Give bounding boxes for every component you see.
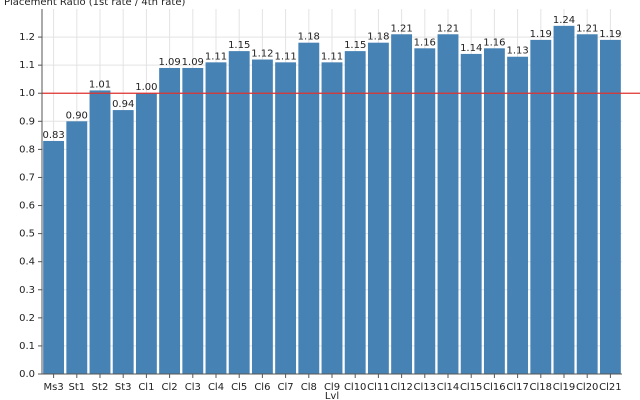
bar [507,56,529,374]
value-label: 1.16 [414,37,436,48]
value-label: 1.21 [437,23,459,34]
bar [66,121,88,374]
x-tick-label: Cl8 [301,382,317,393]
x-tick-label: Cl13 [414,382,437,393]
value-label: 1.18 [367,32,389,43]
value-label: 1.11 [321,51,343,62]
x-tick-label: Cl19 [553,382,576,393]
y-tick-label: 1.0 [19,88,35,99]
bar [460,53,482,375]
x-tick-label: Cl3 [185,382,201,393]
value-label: 1.09 [158,57,180,68]
bar [159,67,181,374]
value-label: 1.19 [599,29,621,40]
x-tick-label: St3 [115,382,132,393]
bar [112,110,134,375]
value-label: 1.16 [483,37,505,48]
x-tick-label: Cl4 [208,382,224,393]
x-tick-label: St1 [68,382,85,393]
x-tick-label: Cl10 [344,382,367,393]
x-tick-label: Cl2 [162,382,178,393]
x-tick-label: Cl11 [367,382,390,393]
bar [228,51,250,374]
bar [483,48,505,375]
x-tick-label: St2 [92,382,109,393]
x-tick-label: Ms3 [43,382,63,393]
value-label: 0.90 [66,110,88,121]
bar [89,90,111,374]
bar [576,34,598,375]
x-tick-label: Cl20 [576,382,599,393]
y-axis-title: Placement Ratio (1st rate / 4th rate) [4,0,185,8]
value-label: 1.24 [553,15,575,26]
y-tick-label: 0.6 [19,201,35,212]
y-tick-label: 0.5 [19,229,35,240]
x-tick-label: Cl15 [460,382,483,393]
y-tick-label: 1.2 [19,32,35,43]
x-tick-label: Cl12 [390,382,413,393]
y-tick-label: 0.4 [19,257,35,268]
bar [391,34,413,375]
x-tick-label: Cl14 [437,382,460,393]
value-label: 1.21 [576,23,598,34]
bar [135,93,157,374]
value-label: 1.15 [228,40,250,51]
value-label: 1.19 [530,29,552,40]
x-tick-label: Cl18 [530,382,553,393]
value-label: 0.94 [112,99,134,110]
x-tick-label: Cl9 [324,382,340,393]
bar [182,67,204,374]
x-tick-label: Cl6 [254,382,270,393]
x-tick-label: Cl21 [599,382,622,393]
x-tick-label: Cl5 [231,382,247,393]
bar [251,59,273,375]
value-label: 1.11 [205,51,227,62]
value-label: 1.21 [390,23,412,34]
value-label: 1.11 [274,51,296,62]
y-tick-label: 0.8 [19,144,35,155]
y-tick-label: 0.0 [19,369,35,380]
value-label: 1.01 [89,79,111,90]
x-tick-label: Cl17 [506,382,529,393]
x-tick-label: Cl7 [278,382,294,393]
value-label: 1.18 [298,32,320,43]
x-tick-label: Cl16 [483,382,506,393]
bar [298,42,320,374]
bar [367,42,389,374]
bar [599,39,621,375]
bar [275,62,297,374]
value-label: 1.12 [251,49,273,60]
value-label: 1.09 [182,57,204,68]
value-label: 0.83 [42,130,64,141]
y-tick-label: 0.7 [19,172,35,183]
bar [530,39,552,375]
bar [437,34,459,375]
y-tick-label: 0.2 [19,313,35,324]
bar [321,62,343,374]
x-axis-title: Lvl [325,391,339,400]
y-tick-label: 0.3 [19,285,35,296]
x-tick-label: Cl1 [138,382,154,393]
y-tick-label: 0.9 [19,116,35,127]
y-tick-label: 1.1 [19,60,35,71]
y-tick-label: 0.1 [19,341,35,352]
bar [205,62,227,374]
value-label: 1.15 [344,40,366,51]
value-label: 1.00 [135,82,157,93]
bar [344,51,366,374]
value-label: 1.13 [506,46,528,57]
bar [43,140,65,374]
bar [553,25,575,374]
value-label: 1.14 [460,43,482,54]
bar [414,48,436,375]
